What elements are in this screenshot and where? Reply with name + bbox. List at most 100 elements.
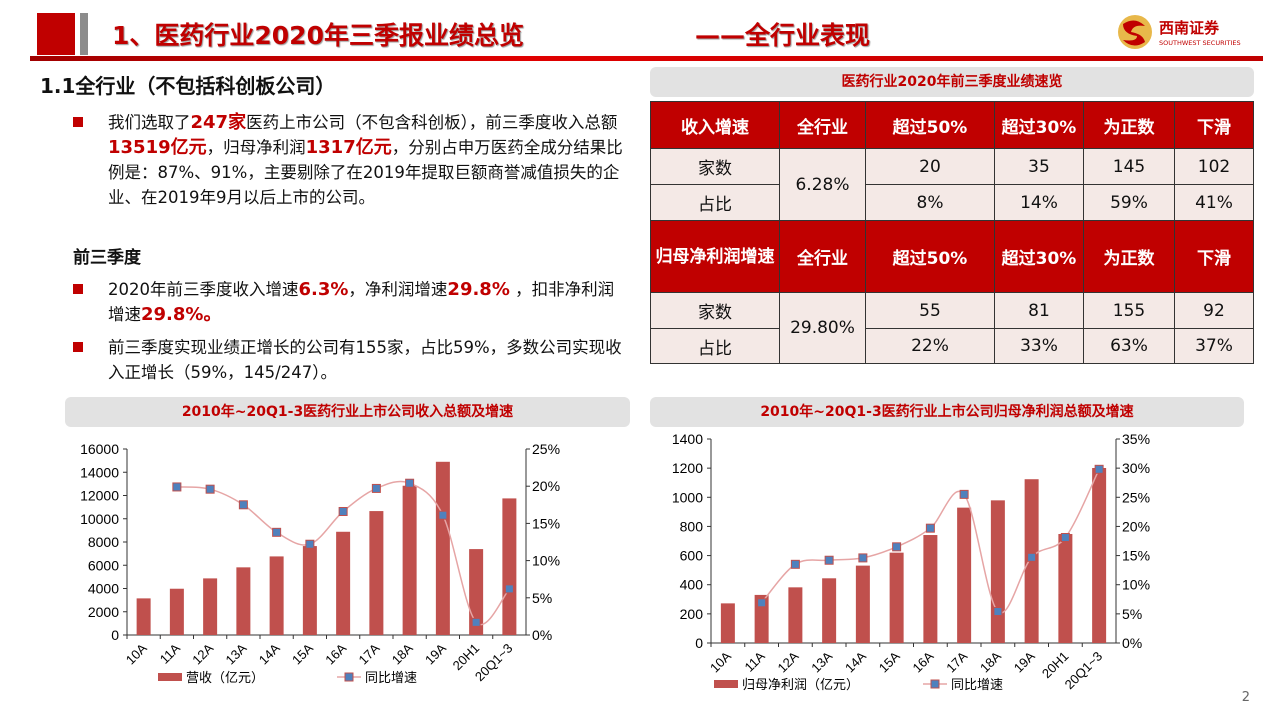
table-cell: 8% — [865, 184, 995, 221]
growth-marker — [858, 553, 868, 563]
bar — [1092, 467, 1107, 643]
bullet-icon — [73, 117, 83, 127]
bar — [269, 556, 284, 635]
right-tick-label: 20% — [1122, 518, 1150, 534]
x-tick-label: 20H1 — [1039, 649, 1072, 682]
left-tick-label: 800 — [680, 518, 704, 534]
table-header-cell: 下滑 — [1174, 101, 1254, 149]
right-tick-label: 25% — [532, 441, 560, 457]
growth-marker — [824, 555, 834, 565]
table-cell: 41% — [1174, 184, 1254, 221]
bar — [855, 565, 870, 643]
bar — [720, 603, 735, 643]
bar — [502, 498, 517, 635]
x-tick-label: 19A — [1011, 648, 1038, 675]
bar — [302, 546, 317, 635]
right-tick-label: 25% — [1122, 489, 1150, 505]
growth-marker — [438, 510, 448, 520]
right-tick-label: 5% — [1122, 606, 1142, 622]
x-tick-label: 11A — [157, 640, 184, 667]
growth-marker — [993, 607, 1003, 617]
right-tick-label: 0% — [532, 627, 552, 643]
table-header-cell: 超过30% — [994, 220, 1084, 293]
x-tick-label: 11A — [741, 648, 768, 675]
legend-line-label: 同比增速 — [365, 670, 417, 685]
table-header-cell: 全行业 — [779, 220, 866, 293]
text: 2020年前三季度收入增速 — [108, 280, 299, 299]
x-tick-label: 14A — [842, 648, 869, 675]
table-cell: 33% — [994, 328, 1084, 364]
table-header-cell: 超过30% — [994, 101, 1084, 149]
table-cell: 20 — [865, 148, 995, 185]
right-tick-label: 15% — [1122, 548, 1150, 564]
growth-marker — [925, 523, 935, 533]
left-tick-label: 14000 — [80, 464, 119, 480]
x-tick-label: 14A — [256, 640, 283, 667]
bar — [369, 511, 384, 635]
left-tick-label: 2000 — [88, 604, 119, 620]
brand-name-cn: 西南证券 — [1159, 19, 1220, 37]
bullet-paragraph-1: 我们选取了247家医药上市公司（不包含科创板），前三季度收入总额 13519亿元，… — [108, 110, 628, 210]
x-tick-label: 16A — [322, 640, 349, 667]
header-rule — [30, 56, 1263, 61]
left-tick-label: 16000 — [80, 441, 119, 457]
growth-marker — [172, 482, 182, 492]
table-cell: 29.80% — [779, 292, 866, 364]
x-tick-label: 10A — [707, 648, 734, 675]
table-header-cell: 超过50% — [865, 101, 995, 149]
text: ，归母净利润 — [206, 138, 306, 157]
table-cell: 37% — [1174, 328, 1254, 364]
bar — [788, 587, 803, 643]
left-tick-label: 400 — [680, 577, 704, 593]
right-tick-label: 10% — [1122, 577, 1150, 593]
highlight-count: 247家 — [190, 112, 247, 133]
page-title: 1、医药行业2020年三季报业绩总览 — [112, 21, 524, 50]
bar — [435, 461, 450, 635]
right-tick-label: 20% — [532, 478, 560, 494]
left-tick-label: 0 — [111, 627, 119, 643]
table-cell: 6.28% — [779, 148, 866, 221]
highlight-deducted-growth: 29.8%。 — [141, 304, 222, 325]
bullet-paragraph-3: 前三季度实现业绩正增长的公司有155家，占比59%，多数公司实现收入正增长（59… — [108, 338, 622, 382]
highlight-revenue: 13519亿元 — [108, 137, 207, 158]
bullet-icon — [73, 284, 83, 294]
table-row: 占比 22% 33% 63% 37% — [650, 328, 1254, 364]
left-tick-label: 200 — [680, 606, 704, 622]
header-red-block — [37, 13, 75, 55]
table-header-cell: 超过50% — [865, 220, 995, 293]
subheading: 前三季度 — [73, 248, 141, 268]
x-tick-label: 20Q1~3 — [1062, 649, 1106, 693]
legend-marker-icon — [344, 672, 354, 682]
brand-name-en: SOUTHWEST SECURITIES — [1159, 39, 1241, 47]
right-tick-label: 10% — [532, 553, 560, 569]
x-tick-label: 19A — [422, 640, 449, 667]
bar — [402, 485, 417, 635]
table-header-cell: 下滑 — [1174, 220, 1254, 293]
table-title: 医药行业2020年前三季度业绩速览 — [650, 67, 1254, 97]
bar — [236, 567, 251, 635]
bar — [1024, 479, 1039, 643]
table-cell: 14% — [994, 184, 1084, 221]
right-tick-label: 35% — [1122, 431, 1150, 447]
growth-marker — [1060, 533, 1070, 543]
table-row: 占比 8% 14% 59% 41% — [650, 184, 1254, 221]
table-cell: 占比 — [650, 184, 780, 221]
left-tick-label: 600 — [680, 548, 704, 564]
text: ，扣非净利润增速 — [108, 280, 615, 324]
table-cell: 59% — [1083, 184, 1175, 221]
legend-marker-icon — [930, 679, 940, 689]
left-tick-label: 1400 — [672, 431, 703, 447]
legend-bar-label: 营收（亿元） — [186, 670, 264, 685]
growth-marker — [1027, 552, 1037, 562]
legend-line-label: 同比增速 — [951, 677, 1003, 692]
table-cell: 145 — [1083, 148, 1175, 185]
legend-bar-label: 归母净利润（亿元） — [742, 677, 859, 692]
section-title: 1.1全行业（不包括科创板公司） — [40, 74, 336, 98]
growth-marker — [757, 598, 767, 608]
legend-bar-swatch — [714, 680, 738, 688]
left-tick-label: 6000 — [88, 557, 119, 573]
bar — [957, 507, 972, 643]
bullet-paragraph-2: 2020年前三季度收入增速6.3%，净利润增速29.8% ，扣非净利润增速29.… — [108, 277, 628, 327]
table-cell: 35 — [994, 148, 1084, 185]
brand-emblem-icon — [1118, 15, 1152, 49]
